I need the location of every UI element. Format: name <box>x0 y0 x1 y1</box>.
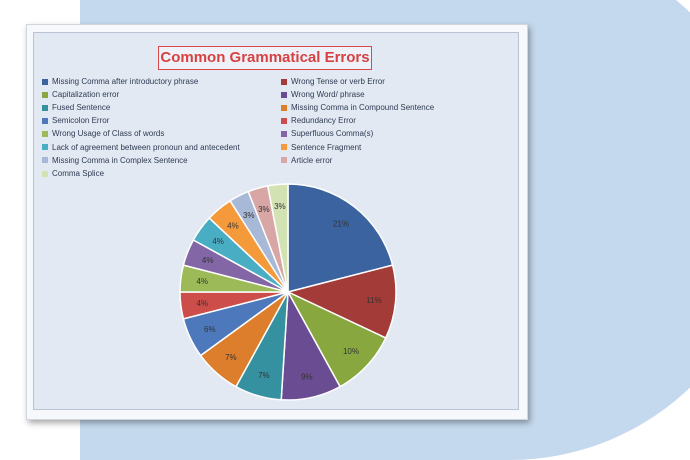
slice-label: 4% <box>196 299 208 308</box>
slice-label: 6% <box>204 325 216 334</box>
legend-item: Missing Comma in Compound Sentence <box>281 103 434 113</box>
slice-label: 11% <box>366 296 381 305</box>
legend-label: Wrong Word/ phrase <box>291 90 365 100</box>
legend-label: Wrong Usage of Class of words <box>52 129 165 139</box>
legend-label: Missing Comma in Compound Sentence <box>291 103 435 113</box>
legend-item: Semicolon Error <box>42 116 109 126</box>
legend-swatch <box>42 144 48 151</box>
slice-label: 4% <box>227 221 239 230</box>
legend-label: Semicolon Error <box>52 116 110 126</box>
legend-swatch <box>281 144 287 151</box>
legend-item: Missing Comma in Complex Sentence <box>42 156 188 166</box>
legend-swatch <box>42 78 48 85</box>
legend-item: Comma Splice <box>42 169 104 179</box>
chart-title: Common Grammatical Errors <box>158 46 372 70</box>
slice-label: 7% <box>258 371 270 380</box>
legend-item: Wrong Word/ phrase <box>281 90 365 100</box>
legend-swatch <box>42 157 48 164</box>
legend-label: Missing Comma after introductory phrase <box>52 77 199 86</box>
legend-item: Article error <box>281 156 332 166</box>
legend-label: Redundancy Error <box>291 116 356 126</box>
legend-item: Superfluous Comma(s) <box>281 129 373 139</box>
pie-slice <box>285 264 397 339</box>
slice-label: 21% <box>333 220 349 229</box>
slice-label: 4% <box>202 256 214 265</box>
slice-label: 3% <box>274 202 286 211</box>
legend-label: Superfluous Comma(s) <box>291 129 374 139</box>
legend-swatch <box>42 170 48 177</box>
slice-label: 3% <box>258 205 270 214</box>
legend-item: Wrong Usage of Class of words <box>42 129 164 139</box>
legend-swatch <box>42 105 48 112</box>
legend-swatch <box>281 131 287 138</box>
legend-label: Wrong Tense or verb Error <box>291 77 385 86</box>
slice-label: 7% <box>225 353 237 362</box>
legend-label: Article error <box>291 155 333 165</box>
legend-item: Capitalization error <box>42 90 119 100</box>
legend-item: Sentence Fragment <box>281 143 361 153</box>
pie-slice <box>287 183 394 293</box>
slice-label: 3% <box>243 211 255 220</box>
legend-label: Sentence Fragment <box>291 142 362 152</box>
pie-slice <box>266 183 289 293</box>
legend-item: Lack of agreement between pronoun and an… <box>42 143 240 153</box>
legend-swatch <box>281 118 287 125</box>
legend-label: Fused Sentence <box>52 103 111 113</box>
slice-label: 9% <box>301 372 313 381</box>
legend-swatch <box>281 91 287 98</box>
slice-label: 4% <box>196 277 208 286</box>
legend-swatch <box>42 118 48 125</box>
legend-swatch <box>42 91 48 98</box>
slice-label: 10% <box>343 347 359 356</box>
legend-label: Missing Comma in Complex Sentence <box>52 155 188 165</box>
legend-item: Missing Comma after introductory phrase <box>42 77 198 87</box>
legend-item: Redundancy Error <box>281 116 356 126</box>
legend-item: Fused Sentence <box>42 103 110 113</box>
legend-swatch <box>281 157 287 164</box>
legend-label: Lack of agreement between pronoun and an… <box>52 142 240 152</box>
slice-label: 4% <box>212 237 224 246</box>
legend-swatch <box>281 78 287 85</box>
legend-label: Comma Splice <box>52 168 105 178</box>
legend-item: Wrong Tense or verb Error <box>281 77 385 87</box>
legend-swatch <box>42 131 48 138</box>
legend-label: Capitalization error <box>52 90 120 100</box>
legend-swatch <box>281 105 287 112</box>
